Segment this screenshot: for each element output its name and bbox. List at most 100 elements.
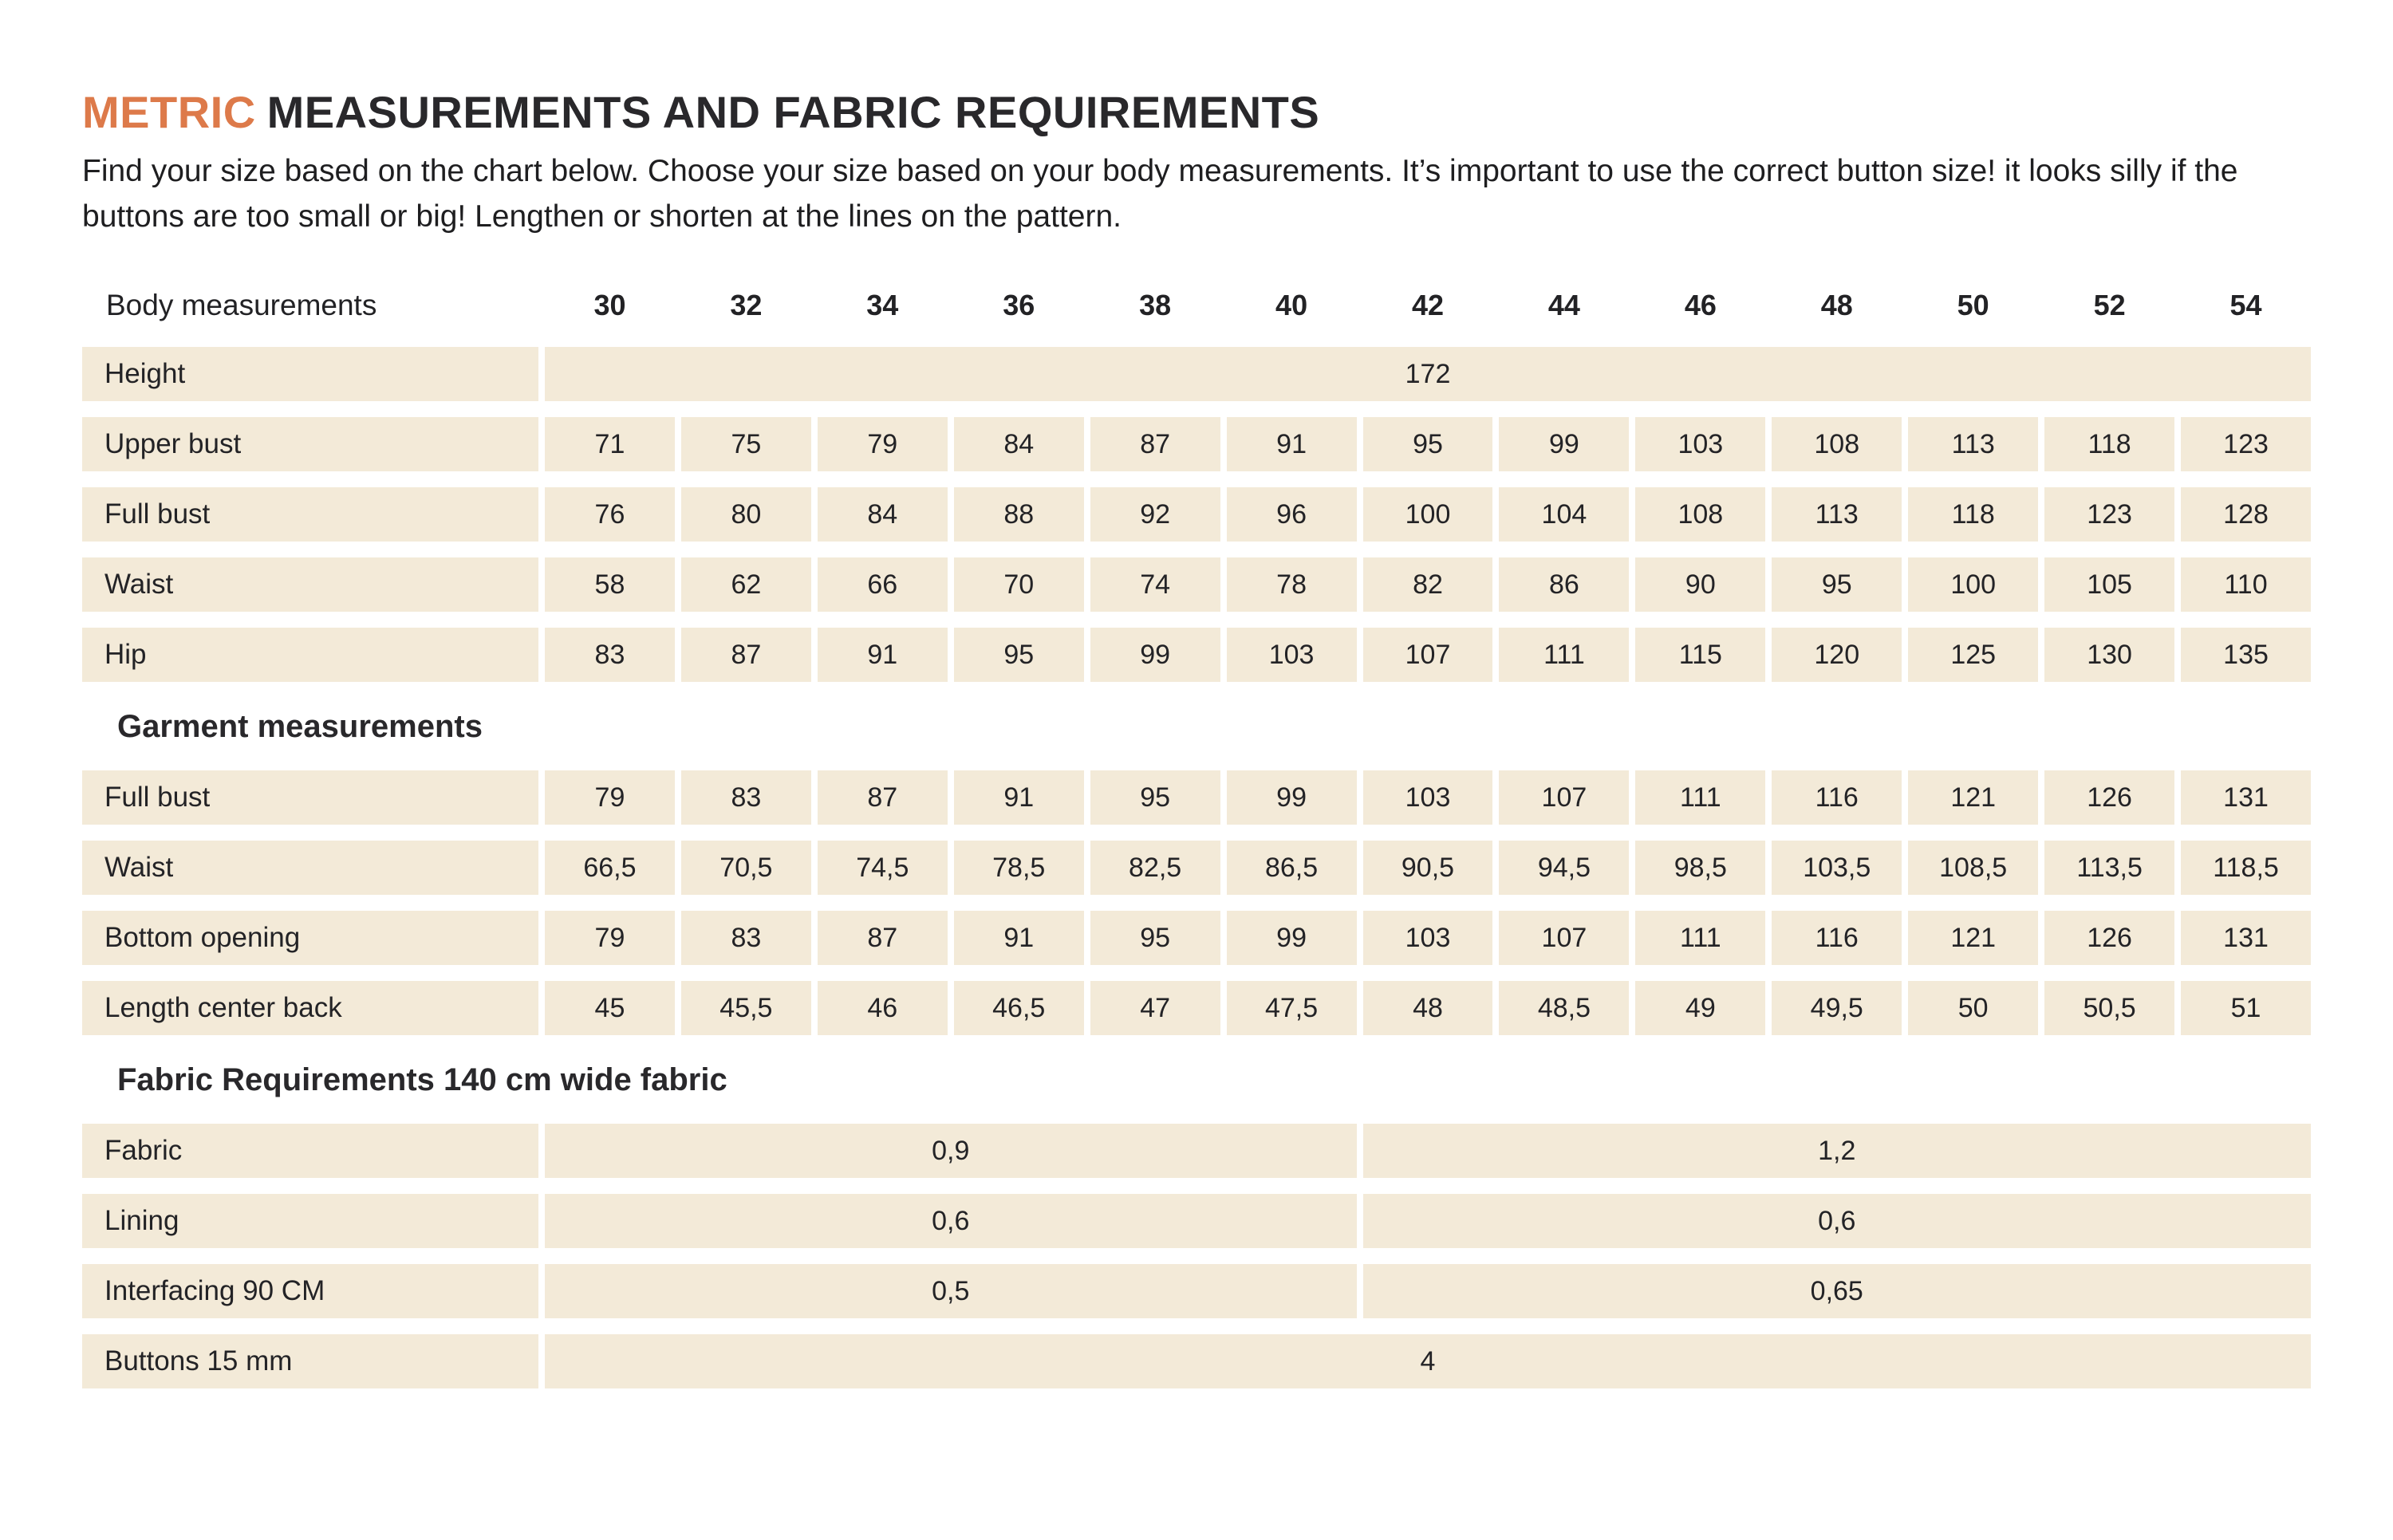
value-cell: 87	[680, 627, 811, 682]
value-cell: 100	[1362, 486, 1493, 542]
value-cell: 99	[1499, 416, 1630, 471]
value-cell: 70	[953, 557, 1084, 612]
value-cell: 113	[1772, 486, 1902, 542]
value-cell: 120	[1772, 627, 1902, 682]
fabric-section-heading: Fabric Requirements 140 cm wide fabric	[117, 1061, 727, 1097]
value-cell: 96	[1226, 486, 1357, 542]
size-column-header: 34	[866, 288, 899, 321]
value-cell: 110	[2181, 557, 2311, 612]
value-cell: 95	[1090, 770, 1220, 825]
value-cell: 94,5	[1499, 840, 1630, 895]
value-cell: 99	[1226, 910, 1357, 965]
size-column-header: 30	[593, 288, 626, 321]
value-cell: 46	[817, 980, 948, 1035]
value-cell: 90,5	[1362, 840, 1493, 895]
value-cell: 92	[1090, 486, 1220, 542]
value-cell: 48	[1362, 980, 1493, 1035]
value-cell: 90	[1635, 557, 1766, 612]
table-row: Fabric 0,9 1,2	[82, 1123, 2311, 1178]
value-cell: 121	[1908, 910, 2039, 965]
value-cell: 116	[1772, 910, 1902, 965]
value-cell: 95	[953, 627, 1084, 682]
row-label: Full bust	[82, 770, 538, 825]
value-cell: 47	[1090, 980, 1220, 1035]
value-cell: 48,5	[1499, 980, 1630, 1035]
value-cell: 74	[1090, 557, 1220, 612]
table-row: Full bust 76 80 84 88 92 96 100 104 108 113 118 123 1…	[82, 486, 2311, 542]
row-label: Fabric	[82, 1123, 538, 1178]
value-cell: 118	[1908, 486, 2039, 542]
value-cell: 50,5	[2044, 980, 2175, 1035]
value-cell: 82,5	[1090, 840, 1220, 895]
value-cell: 100	[1908, 557, 2039, 612]
value-cell: 99	[1226, 770, 1357, 825]
table-row: Hip 83 87 91 95 99 103 107 111 115 120 125 130 135	[82, 627, 2311, 682]
value-cell: 126	[2044, 770, 2175, 825]
value-cell: 95	[1090, 910, 1220, 965]
value-cell: 118	[2044, 416, 2175, 471]
table-row: Length center back 45 45,5 46 46,5 47 47,5 48 48…	[82, 980, 2311, 1035]
value-cell: 51	[2181, 980, 2311, 1035]
size-column-header: 40	[1275, 288, 1308, 321]
size-column-header: 38	[1139, 288, 1172, 321]
value-cell: 111	[1499, 627, 1630, 682]
value-cell: 91	[1226, 416, 1357, 471]
table-row: Interfacing 90 CM 0,5 0,65	[82, 1263, 2311, 1318]
value-cell: 75	[680, 416, 811, 471]
size-column-header: 32	[730, 288, 763, 321]
value-cell: 123	[2044, 486, 2175, 542]
value-cell: 130	[2044, 627, 2175, 682]
value-cell: 76	[545, 486, 675, 542]
right-group-value-cell: 0,6	[1362, 1193, 2311, 1248]
value-cell: 80	[680, 486, 811, 542]
row-label: Height	[82, 346, 538, 401]
size-column-header: 50	[1957, 288, 1989, 321]
value-cell: 103,5	[1772, 840, 1902, 895]
value-cell: 95	[1362, 416, 1493, 471]
value-cell: 125	[1908, 627, 2039, 682]
value-cell: 105	[2044, 557, 2175, 612]
value-cell: 82	[1362, 557, 1493, 612]
fabric-requirements-rows: Fabric 0,9 1,2 Lining 0,6 0,6 Interfacing 90 C…	[82, 1123, 2311, 1388]
right-group-value-cell: 0,65	[1362, 1263, 2311, 1318]
value-cell: 83	[680, 770, 811, 825]
value-cell: 87	[817, 910, 948, 965]
size-column-header: 36	[1003, 288, 1035, 321]
value-cell: 103	[1362, 910, 1493, 965]
left-group-value-cell: 0,9	[545, 1123, 1357, 1178]
value-cell: 107	[1499, 910, 1630, 965]
value-cell: 99	[1090, 627, 1220, 682]
table-row: Waist 66,5 70,5 74,5 78,5 82,5 86,5 90,5 94,5 98,…	[82, 840, 2311, 895]
right-group-value-cell: 1,2	[1362, 1123, 2311, 1178]
value-cell: 103	[1226, 627, 1357, 682]
title-highlight: METRIC	[82, 87, 256, 137]
row-label: Buttons 15 mm	[82, 1333, 538, 1388]
value-cell: 98,5	[1635, 840, 1766, 895]
value-cell: 79	[817, 416, 948, 471]
value-cell: 104	[1499, 486, 1630, 542]
value-cell: 78	[1226, 557, 1357, 612]
value-cell: 111	[1635, 770, 1766, 825]
size-column-header: 46	[1684, 288, 1717, 321]
value-cell: 113,5	[2044, 840, 2175, 895]
garment-measurements-rows: Full bust 79 83 87 91 95 99 103 107 111 116 121 126 1…	[82, 770, 2311, 1035]
page-title: METRIC MEASUREMENTS AND FABRIC REQUIREMEN…	[82, 86, 2321, 138]
value-cell: 45	[545, 980, 675, 1035]
value-cell: 71	[545, 416, 675, 471]
value-cell: 108	[1635, 486, 1766, 542]
table-row: Upper bust 71 75 79 84 87 91 95 99 103 108 113 118 12…	[82, 416, 2311, 471]
value-cell: 62	[680, 557, 811, 612]
value-cell: 131	[2181, 910, 2311, 965]
value-cell: 66,5	[545, 840, 675, 895]
value-cell: 84	[953, 416, 1084, 471]
value-cell: 79	[545, 910, 675, 965]
value-cell: 113	[1908, 416, 2039, 471]
value-cell: 58	[545, 557, 675, 612]
value-cell: 91	[817, 627, 948, 682]
row-label: Length center back	[82, 980, 538, 1035]
value-cell: 107	[1499, 770, 1630, 825]
size-column-header: 48	[1820, 288, 1853, 321]
value-cell: 50	[1908, 980, 2039, 1035]
value-cell: 87	[1090, 416, 1220, 471]
